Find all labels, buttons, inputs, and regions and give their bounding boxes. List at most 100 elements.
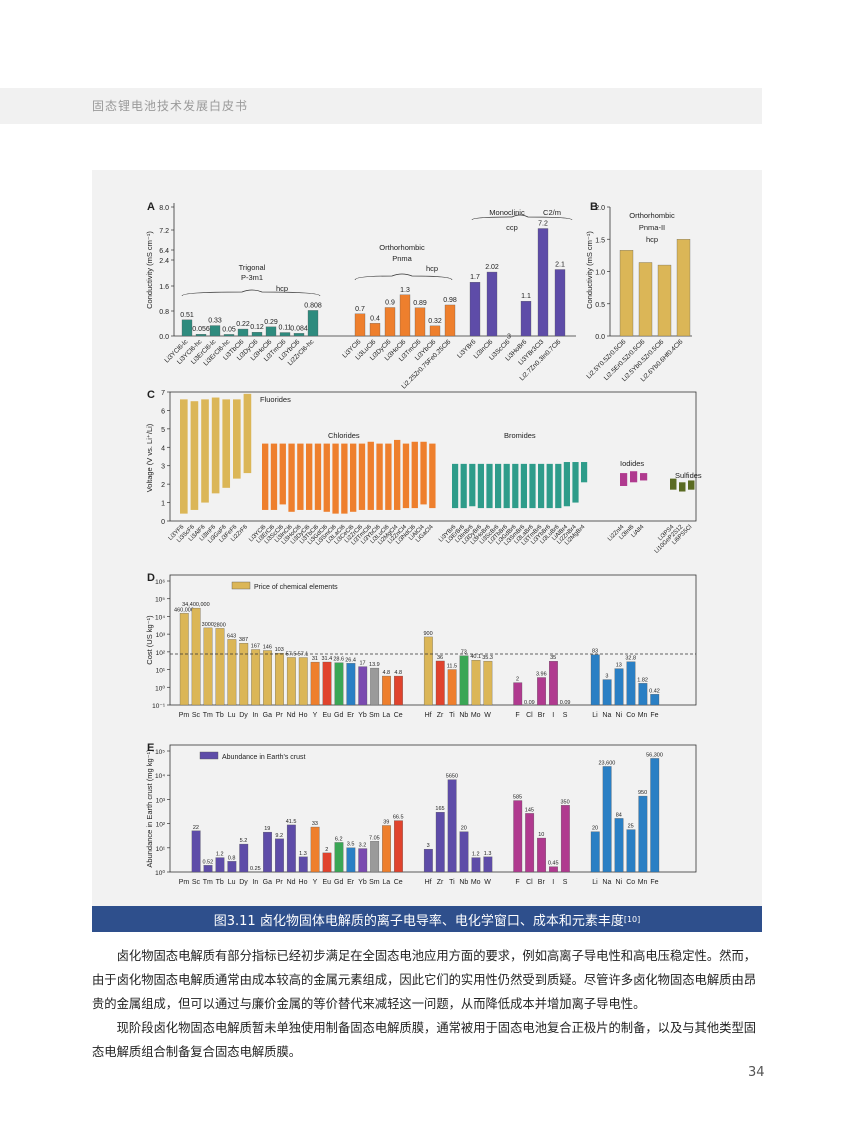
bar-c	[367, 441, 374, 510]
bar-a	[384, 307, 396, 337]
bar-c	[297, 443, 304, 510]
data-label-d: 4.8	[394, 670, 402, 676]
category-label-d: Ni	[615, 712, 622, 719]
data-label-e: 3	[427, 843, 430, 849]
data-label-d: 900	[424, 631, 433, 637]
category-label-e: Tm	[203, 879, 213, 886]
data-label-d: 83	[592, 649, 598, 655]
category-label-e: Nd	[287, 879, 296, 886]
axis-label-c-y: Voltage (V vs. Li⁺/Li)	[145, 423, 154, 492]
tick-label-e: 10³	[156, 797, 166, 804]
data-label-d: 36	[437, 655, 443, 661]
data-label-e: 0.52	[202, 859, 213, 865]
caption-text: 图3.11 卤化物固体电解质的离子电导率、电化学窗口、成本和元素丰度	[213, 913, 624, 929]
data-label-d: 460,000	[174, 607, 194, 613]
bar-e	[239, 843, 249, 873]
bar-d	[239, 643, 249, 706]
data-label-a: 0.29	[264, 319, 278, 326]
bracket-a2	[354, 273, 453, 281]
bar-d	[459, 655, 469, 706]
category-label-d: I	[552, 712, 554, 719]
tick-label-d: 10⁻¹	[152, 703, 166, 710]
bar-c	[520, 463, 527, 509]
tick-label-e: 10⁵	[155, 749, 165, 756]
bar-e	[263, 831, 272, 873]
bar-c	[376, 443, 383, 510]
bar-c	[222, 399, 231, 488]
bar-e	[215, 857, 225, 873]
category-label-e: Yb	[358, 879, 367, 886]
bar-d	[602, 679, 612, 706]
data-label-d: 0.09	[560, 700, 571, 706]
data-label-a: 0.05	[222, 326, 236, 333]
data-label-e: 7.05	[369, 835, 380, 841]
bar-a	[195, 334, 207, 337]
data-label-a: 1.7	[470, 274, 480, 281]
tick-label-c: 0	[161, 519, 165, 526]
bar-d	[251, 649, 261, 706]
tick-label-e: 10¹	[156, 846, 166, 853]
data-label-a: 1.1	[521, 293, 531, 300]
data-label-e: 5.2	[240, 838, 248, 844]
paragraph-2: 现阶段卤化物固态电解质暂未单独使用制备固态电解质膜，通常被用于固态电池复合正极片…	[92, 1021, 757, 1059]
category-label-e: Co	[626, 879, 635, 886]
category-label-d: Pr	[276, 712, 284, 719]
bar-d	[638, 683, 648, 706]
data-label-d: 32.8	[625, 656, 636, 662]
category-label-d: Sm	[369, 712, 380, 719]
data-label-d: 3	[605, 674, 608, 680]
data-label-a: 2.1	[555, 262, 565, 269]
bar-d	[191, 607, 201, 706]
data-label-a: 0.12	[250, 324, 264, 331]
tick-label-d: 10⁴	[155, 614, 165, 621]
annotation-b1: Orthorhombic	[629, 211, 675, 220]
panel-label-b: B	[590, 201, 598, 213]
category-label-e: Lu	[228, 879, 236, 886]
bar-e	[346, 847, 356, 873]
data-label-d: 13	[616, 663, 622, 669]
tick-label-d: 10²	[156, 650, 166, 657]
bar-e	[537, 837, 546, 873]
axis-label-e-y: Abundance in Earth crust (mg kg⁻¹)	[145, 749, 154, 868]
data-label-d: 11.5	[447, 664, 457, 670]
bar-c	[452, 463, 459, 509]
bar-a	[251, 332, 263, 337]
category-label-e: In	[252, 879, 258, 886]
bar-e	[298, 856, 308, 873]
data-label-a: 0.98	[443, 297, 457, 304]
bar-e	[227, 861, 237, 873]
data-label-a: 2.02	[485, 264, 499, 271]
bar-c	[180, 399, 188, 514]
data-label-e: 33	[312, 821, 318, 827]
data-label-e: 10	[538, 832, 544, 838]
category-label-d: S	[563, 712, 568, 719]
bar-d	[471, 660, 481, 706]
bar-a	[223, 334, 235, 337]
bar-d	[298, 657, 308, 706]
category-label-e: Ga	[263, 879, 272, 886]
legend-swatch-e	[199, 751, 219, 760]
category-label-d: Eu	[323, 712, 332, 719]
bar-a	[444, 304, 456, 337]
data-label-e: 5650	[446, 774, 458, 780]
bar-c	[385, 443, 392, 510]
category-label-d: Nd	[287, 712, 296, 719]
bar-d	[310, 661, 320, 706]
tick-label-b: 1.5	[595, 237, 605, 244]
category-label-e: Pr	[276, 879, 284, 886]
bar-c	[529, 463, 536, 509]
bar-e	[423, 848, 433, 873]
data-label-e: 0.25	[250, 866, 261, 872]
bar-e	[447, 779, 457, 873]
category-label-e: Ho	[299, 879, 308, 886]
bar-d	[423, 636, 433, 706]
data-label-e: 1.3	[299, 851, 307, 857]
bar-c	[563, 462, 570, 507]
data-label-d: 31.4	[321, 656, 332, 662]
panel-label-a: A	[147, 201, 155, 213]
data-label-e: 41.5	[286, 819, 297, 825]
data-label-e: 145	[525, 807, 534, 813]
bar-c	[288, 443, 295, 512]
axis-e-frame	[169, 744, 697, 873]
category-label-e: Li	[592, 879, 598, 886]
